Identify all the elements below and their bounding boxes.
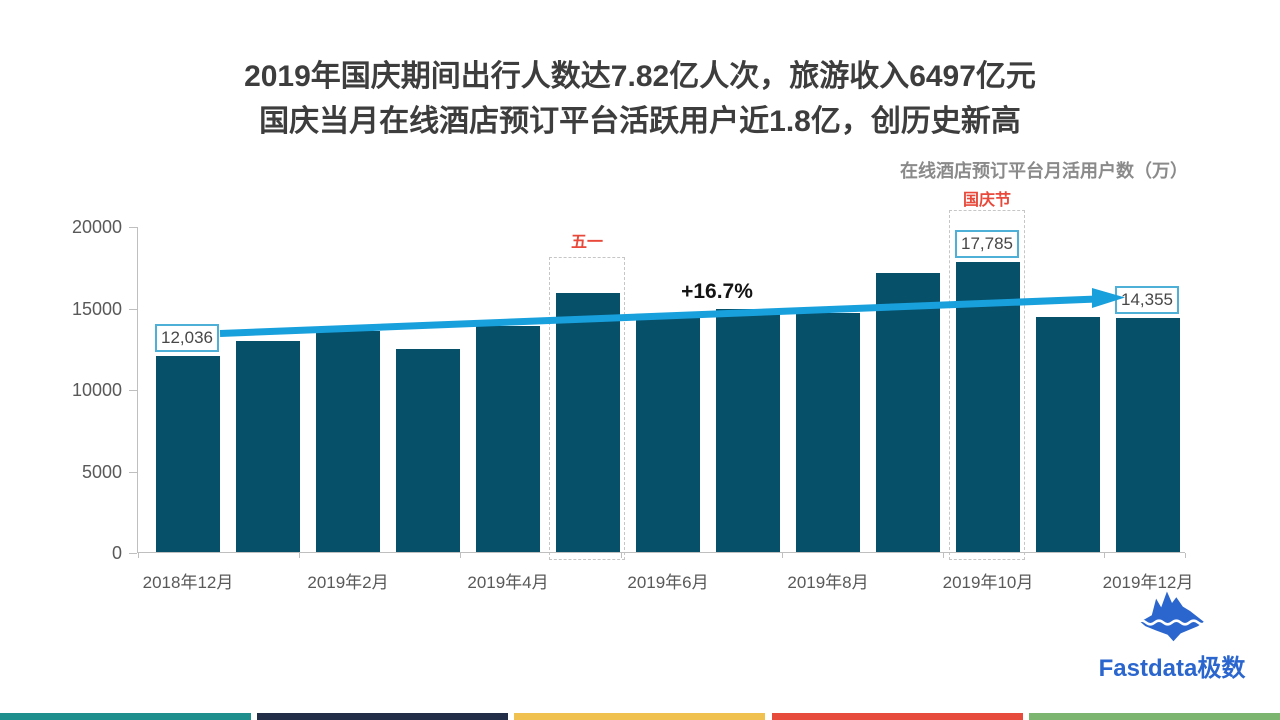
y-axis-tick <box>129 390 137 391</box>
bar <box>876 272 940 552</box>
title-line-1: 2019年国庆期间出行人数达7.82亿人次，旅游收入6497亿元 <box>244 60 1036 93</box>
footer-stripe <box>1029 713 1280 720</box>
data-label: 17,785 <box>955 230 1019 259</box>
x-axis-label: 2019年4月 <box>467 573 549 592</box>
y-axis-label: 15000 <box>71 298 122 319</box>
x-axis-tick <box>782 553 783 558</box>
bar <box>636 315 700 552</box>
bar <box>316 330 380 552</box>
x-axis-tick <box>943 553 944 558</box>
growth-rate-label: +16.7% <box>681 280 753 303</box>
y-axis-label: 5000 <box>81 461 122 482</box>
bar <box>556 293 620 552</box>
bar <box>956 262 1020 552</box>
bar <box>396 349 460 552</box>
footer-stripe <box>772 713 1023 720</box>
y-axis-tick <box>129 471 137 473</box>
brand-name: Fastdata极数 <box>1098 655 1246 682</box>
chart-unit-label: 在线酒店预订平台月活用户数（万） <box>900 161 1188 181</box>
bar <box>236 340 300 552</box>
x-axis-label: 2019年6月 <box>627 573 709 592</box>
footer-stripe <box>257 713 508 720</box>
x-axis-label: 2019年12月 <box>1102 573 1194 592</box>
y-axis-label: 20000 <box>71 217 122 237</box>
y-axis-label: 10000 <box>71 380 122 400</box>
x-axis-label: 2019年2月 <box>307 573 389 592</box>
x-axis-label: 2019年10月 <box>942 573 1034 592</box>
x-axis-tick <box>460 553 461 558</box>
holiday-label: 国庆节 <box>962 192 1011 210</box>
y-axis-tick <box>129 308 137 310</box>
title-line-2: 国庆当月在线酒店预订平台活跃用户近1.8亿，创历史新高 <box>259 105 1021 138</box>
holiday-label: 五一 <box>570 233 603 251</box>
x-axis-tick <box>299 553 300 558</box>
bar <box>716 308 780 552</box>
data-label: 14,355 <box>1115 286 1179 314</box>
y-axis-label: 0 <box>111 543 122 563</box>
bar <box>1036 316 1100 552</box>
x-axis-tick <box>1104 553 1105 558</box>
y-axis-tick <box>129 227 137 228</box>
chart-plot-area: 0 5000 10000 15000 20000 2018年12月 2019年2月 2019年… <box>72 217 1193 592</box>
x-axis-tick <box>138 553 139 558</box>
x-axis-tick <box>1185 553 1186 558</box>
iceberg-icon <box>1136 591 1208 642</box>
page-title: 2019年国庆期间出行人数达7.82亿人次，旅游收入6497亿元 国庆当月在线酒… <box>0 54 1280 144</box>
bar <box>156 355 220 552</box>
x-axis-label: 2019年8月 <box>787 573 869 592</box>
bar <box>796 313 860 552</box>
data-label: 12,036 <box>155 323 219 352</box>
holiday-highlight-box <box>949 210 1025 560</box>
footer-stripe <box>0 713 251 720</box>
x-axis-tick <box>621 553 622 558</box>
bar <box>476 325 540 552</box>
holiday-highlight-box <box>549 256 625 560</box>
footer-stripe <box>514 713 765 720</box>
y-axis-tick <box>129 553 137 554</box>
bar <box>1116 318 1180 552</box>
x-axis-label: 2018年12月 <box>142 573 234 592</box>
brand-logo: Fastdata极数 <box>1097 590 1247 683</box>
